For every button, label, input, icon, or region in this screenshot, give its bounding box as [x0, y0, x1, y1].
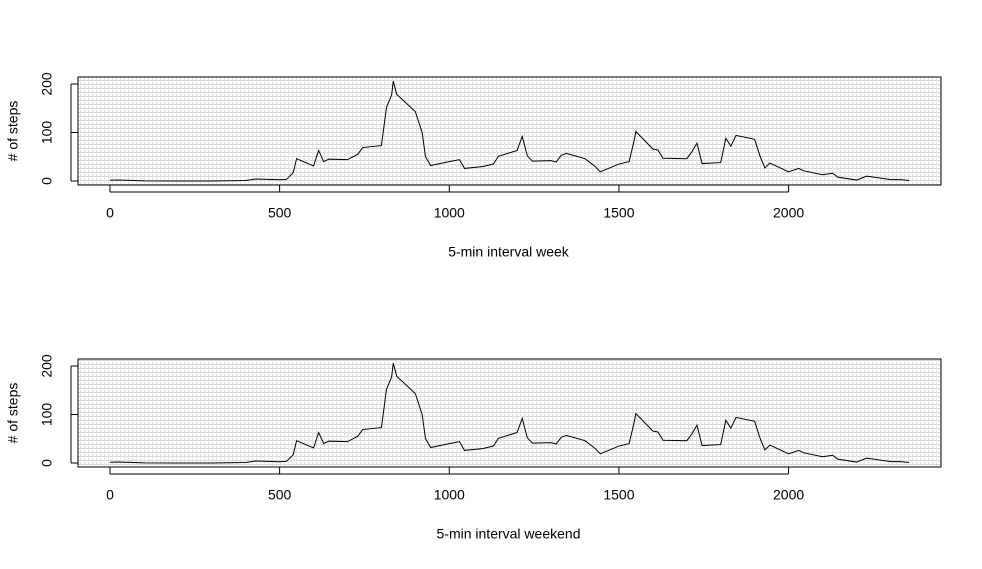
x-tick-label: 2000	[773, 487, 804, 503]
x-tick-label: 1500	[603, 487, 634, 503]
x-tick-label: 500	[268, 487, 292, 503]
x-axis-label: 5-min interval week	[448, 244, 570, 260]
y-tick-label: 100	[39, 403, 55, 427]
data-line	[109, 362, 910, 464]
plot-box	[77, 76, 942, 186]
x-axis-label: 5-min interval weekend	[437, 526, 581, 542]
y-tick-label: 0	[39, 459, 55, 467]
x-tick-label: 1500	[603, 205, 634, 221]
x-tick-label: 0	[106, 205, 114, 221]
x-tick-label: 0	[106, 487, 114, 503]
plot-box	[77, 358, 942, 468]
y-tick-label: 200	[39, 72, 55, 96]
plot-background	[78, 359, 941, 467]
y-tick-label: 0	[39, 177, 55, 185]
plot-background	[78, 77, 941, 185]
x-tick-label: 1000	[434, 205, 465, 221]
data-line	[109, 80, 910, 182]
x-tick-label: 500	[268, 205, 292, 221]
y-axis-label: # of steps	[5, 101, 21, 162]
y-tick-label: 100	[39, 121, 55, 145]
x-tick-label: 1000	[434, 487, 465, 503]
x-tick-label: 2000	[773, 205, 804, 221]
y-tick-label: 200	[39, 354, 55, 378]
y-axis-label: # of steps	[5, 383, 21, 444]
